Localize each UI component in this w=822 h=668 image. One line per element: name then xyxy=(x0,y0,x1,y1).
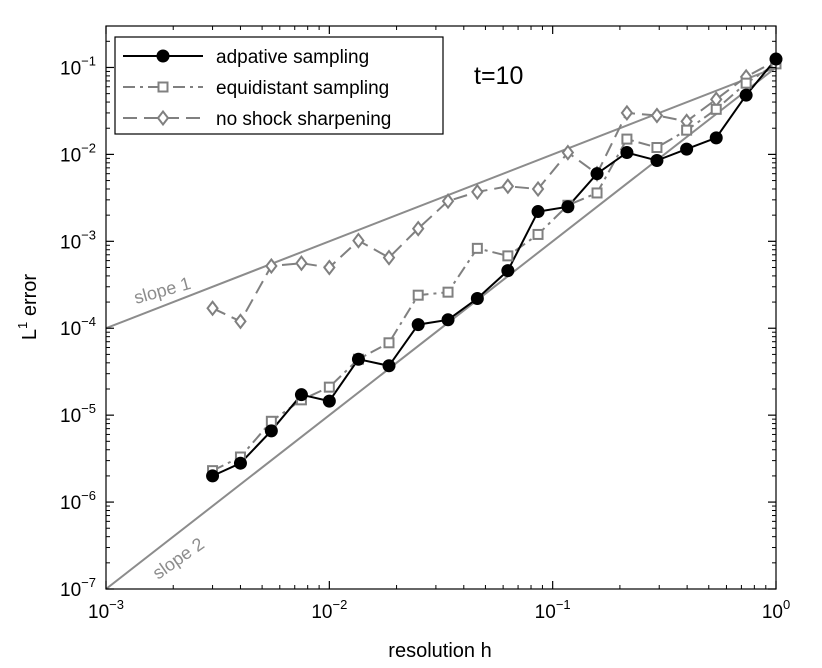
data-point-no-shock-sharpening-3 xyxy=(265,257,278,275)
data-point-equidistant-sampling-18 xyxy=(710,103,722,115)
plot-frame xyxy=(105,25,777,590)
x-tick-label-2: 10−2 xyxy=(311,597,347,623)
data-point-adpative-sampling-16 xyxy=(650,154,664,168)
time-annotation: t=10 xyxy=(474,62,523,90)
data-point-adpative-sampling-17 xyxy=(680,142,694,156)
y-axis-title-base: L xyxy=(19,329,41,340)
legend: adpative sampling equidistant sampling no … xyxy=(114,36,444,135)
legend-marker-equidistant-sampling xyxy=(157,81,169,93)
data-point-equidistant-sampling-7 xyxy=(383,337,395,349)
data-point-adpative-sampling-14 xyxy=(590,167,604,181)
legend-label-equidistant-sampling: equidistant sampling xyxy=(216,78,389,99)
reference-line-slope-1 xyxy=(106,66,776,330)
series-line-equidistant-sampling xyxy=(212,63,776,472)
y-tick-label-3: 10−5 xyxy=(60,401,96,427)
data-point-no-shock-sharpening-13 xyxy=(561,144,575,161)
data-point-adpative-sampling-3 xyxy=(264,424,278,438)
y-tick-label-1: 10−7 xyxy=(60,575,96,601)
data-point-equidistant-sampling-16 xyxy=(651,142,663,154)
y-axis-title-rest: error xyxy=(19,274,41,322)
data-point-no-shock-sharpening-11 xyxy=(501,178,515,195)
data-point-adpative-sampling-10 xyxy=(470,291,484,305)
data-point-no-shock-sharpening-12 xyxy=(531,180,545,198)
y-tick-label-5: 10−3 xyxy=(60,227,96,253)
data-point-adpative-sampling-15 xyxy=(620,146,634,160)
data-point-no-shock-sharpening-1 xyxy=(206,300,219,317)
data-point-no-shock-sharpening-15 xyxy=(620,104,634,122)
data-point-adpative-sampling-11 xyxy=(501,264,515,278)
y-tick-label-6: 10−2 xyxy=(60,140,96,166)
data-point-no-shock-sharpening-2 xyxy=(234,313,247,330)
data-point-adpative-sampling-5 xyxy=(322,394,336,408)
y-tick-label-4: 10−4 xyxy=(60,314,96,340)
x-tick-label-3: 10−1 xyxy=(535,597,571,623)
data-point-adpative-sampling-9 xyxy=(441,313,455,327)
data-point-no-shock-sharpening-7 xyxy=(382,249,396,266)
y-axis-title-sup: 1 xyxy=(15,322,30,329)
data-point-equidistant-sampling-10 xyxy=(471,242,483,254)
data-point-equidistant-sampling-12 xyxy=(532,228,544,240)
data-point-no-shock-sharpening-10 xyxy=(471,183,484,201)
legend-label-no-shock-sharpening: no shock sharpening xyxy=(216,109,391,130)
data-point-equidistant-sampling-5 xyxy=(323,381,335,393)
data-point-no-shock-sharpening-6 xyxy=(352,232,365,249)
data-point-no-shock-sharpening-9 xyxy=(441,192,455,210)
data-point-equidistant-sampling-15 xyxy=(621,133,633,145)
data-point-adpative-sampling-2 xyxy=(233,456,247,470)
data-point-no-shock-sharpening-5 xyxy=(323,259,336,276)
data-point-adpative-sampling-12 xyxy=(531,205,545,219)
data-point-adpative-sampling-4 xyxy=(294,388,308,402)
data-point-no-shock-sharpening-8 xyxy=(411,220,425,237)
data-point-adpative-sampling-19 xyxy=(739,88,753,102)
legend-marker-no-shock-sharpening xyxy=(156,109,170,127)
data-point-adpative-sampling-8 xyxy=(411,318,425,332)
x-axis-title: resolution h xyxy=(388,640,491,662)
reference-line-slope-2 xyxy=(106,66,776,589)
x-tick-label-1: 10−3 xyxy=(88,597,124,623)
data-point-no-shock-sharpening-16 xyxy=(650,107,664,124)
data-point-adpative-sampling-7 xyxy=(382,359,396,373)
data-point-equidistant-sampling-9 xyxy=(442,286,454,298)
data-point-adpative-sampling-6 xyxy=(351,352,365,366)
data-point-equidistant-sampling-17 xyxy=(681,124,693,136)
data-point-equidistant-sampling-19 xyxy=(740,77,752,89)
legend-label-adpative-sampling: adpative sampling xyxy=(216,47,369,68)
x-tick-label-4: 100 xyxy=(762,597,790,623)
y-tick-label-7: 10−1 xyxy=(60,53,96,79)
data-point-equidistant-sampling-14 xyxy=(591,187,603,199)
data-point-equidistant-sampling-11 xyxy=(502,250,514,262)
data-point-adpative-sampling-1 xyxy=(206,469,220,483)
y-tick-label-2: 10−6 xyxy=(60,488,96,514)
legend-marker-adpative-sampling xyxy=(156,49,170,63)
data-point-adpative-sampling-18 xyxy=(709,131,723,145)
data-point-no-shock-sharpening-4 xyxy=(295,255,308,272)
y-axis-title: L1 error xyxy=(15,274,41,340)
legend-box xyxy=(114,36,444,135)
data-point-equidistant-sampling-8 xyxy=(412,289,424,301)
data-point-adpative-sampling-13 xyxy=(561,200,575,214)
